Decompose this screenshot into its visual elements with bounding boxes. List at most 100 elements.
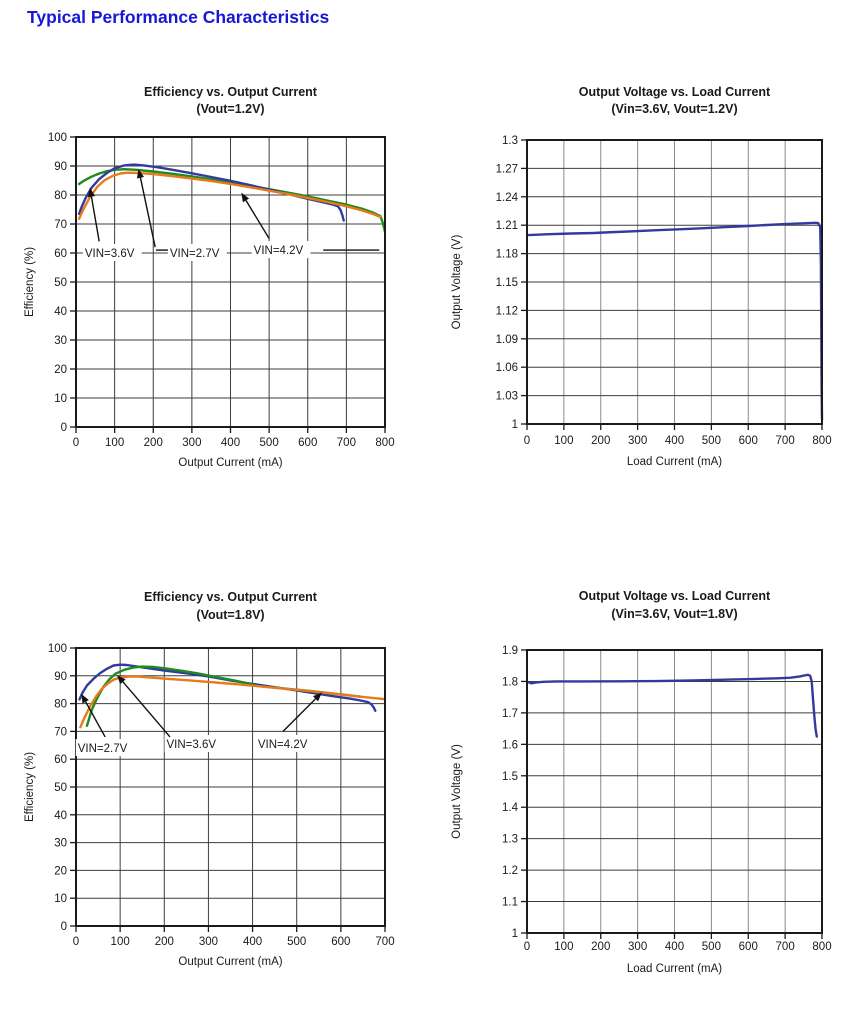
y-tick-label: 1.5	[502, 771, 518, 783]
series-label: VIN=2.7V	[170, 248, 220, 260]
page-title: Typical Performance Characteristics	[27, 7, 330, 27]
y-tick-label: 1.12	[496, 305, 518, 317]
curve-vin-4-2v	[77, 171, 382, 220]
x-tick-label: 200	[155, 936, 174, 948]
x-tick-label: 500	[702, 435, 721, 447]
y-axis-title: Output Voltage (V)	[451, 235, 463, 330]
y-tick-label: 1.3	[502, 135, 518, 147]
x-tick-label: 500	[702, 941, 721, 953]
y-tick-label: 50	[54, 277, 67, 289]
grid	[75, 647, 386, 927]
chart-subtitle: (Vin=3.6V, Vout=1.2V)	[611, 102, 737, 116]
y-tick-label: 1.4	[502, 802, 519, 814]
y-tick-label: 1.7	[502, 708, 518, 720]
curve-vin-3-6v	[77, 168, 387, 233]
x-tick-label: 700	[776, 435, 795, 447]
series-curves	[527, 673, 818, 738]
y-tick-label: 100	[48, 132, 67, 144]
chart-efficiency-vout1v8: Efficiency vs. Output Current (Vout=1.8V)…	[16, 574, 430, 1012]
curve-vin-2-7v	[77, 163, 345, 222]
x-tick-label: 300	[199, 936, 218, 948]
x-tick-label: 0	[524, 941, 530, 953]
y-tick-label: 40	[54, 306, 67, 318]
x-tick-label: 600	[298, 437, 317, 449]
plot-frame	[526, 649, 823, 934]
x-tick-label: 100	[111, 936, 130, 948]
x-tick-label: 0	[73, 936, 79, 948]
x-tick-label: 800	[812, 435, 831, 447]
chart-title: Output Voltage vs. Load Current	[579, 589, 771, 603]
x-tick-label: 700	[337, 437, 356, 449]
x-tick-label: 700	[375, 936, 394, 948]
y-tick-label: 30	[54, 838, 67, 850]
x-tick-label: 100	[554, 435, 573, 447]
y-tick-label: 90	[54, 161, 67, 173]
x-tick-label: 400	[221, 437, 240, 449]
y-tick-label: 1.3	[502, 834, 518, 846]
y-tick-label: 1.21	[496, 220, 518, 232]
curve-vin-2-7v	[78, 663, 377, 712]
y-tick-label: 60	[54, 248, 67, 260]
x-tick-label: 400	[243, 936, 262, 948]
y-tick-label: 70	[54, 219, 67, 231]
series-label: VIN=2.7V	[78, 743, 128, 755]
chart-title: Efficiency vs. Output Current	[144, 590, 318, 604]
series-label: VIN=3.6V	[85, 248, 135, 260]
chart-voltage-vout1v8: Output Voltage vs. Load Current (Vin=3.6V…	[424, 574, 865, 1012]
y-tick-label: 50	[54, 782, 67, 794]
curve-vout	[527, 221, 824, 421]
grid	[75, 136, 386, 428]
y-tick-label: 80	[54, 699, 67, 711]
y-tick-label: 1.18	[496, 249, 518, 261]
y-tick-label: 1	[512, 928, 518, 940]
x-tick-label: 100	[554, 941, 573, 953]
x-tick-label: 300	[628, 941, 647, 953]
y-tick-label: 20	[54, 364, 67, 376]
chart-canvas: Efficiency vs. Output Current (Vout=1.2V)…	[24, 85, 395, 469]
y-tick-label: 10	[54, 393, 67, 405]
arrowhead-icon	[87, 187, 95, 198]
x-tick-label: 700	[776, 941, 795, 953]
chart-subtitle: (Vin=3.6V, Vout=1.8V)	[611, 607, 737, 621]
y-tick-label: 90	[54, 671, 67, 683]
axis-ticks	[521, 139, 823, 430]
x-tick-label: 0	[73, 437, 79, 449]
x-axis-title: Load Current (mA)	[627, 456, 722, 468]
series-annotation: VIN=4.2V	[255, 692, 322, 752]
chart-canvas: Output Voltage vs. Load Current (Vin=3.6V…	[451, 85, 832, 468]
x-tick-label: 600	[739, 435, 758, 447]
y-tick-label: 10	[54, 893, 67, 905]
x-tick-label: 200	[591, 435, 610, 447]
tick-labels: 0 100 200 300 400 500 600 700 800 1 1.03 1.06 1.09 1.…	[496, 135, 832, 447]
chart-title: Output Voltage vs. Load Current	[579, 85, 771, 99]
chart-subtitle: (Vout=1.2V)	[196, 102, 264, 116]
tick-labels: 0 100 200 300 400 500 600 700 800 1 1.1 1.2 1.3 1.4 1.…	[502, 645, 832, 953]
series-annotation: VIN=2.7V	[75, 693, 135, 757]
x-tick-label: 100	[105, 437, 124, 449]
y-tick-label: 100	[48, 643, 67, 655]
series-annotation: VIN=3.6V	[117, 674, 224, 752]
series-curves	[527, 221, 824, 421]
grid	[526, 139, 823, 425]
plot-frame	[526, 139, 823, 425]
arrowhead-icon	[241, 192, 250, 203]
chart-subtitle: (Vout=1.8V)	[196, 608, 264, 622]
y-tick-label: 30	[54, 335, 67, 347]
y-tick-label: 1.1	[502, 897, 518, 909]
axis-ticks	[70, 647, 386, 932]
y-tick-label: 1.2	[502, 865, 518, 877]
series-annotation: VIN=2.7V	[136, 168, 227, 261]
series-annotation: VIN=4.2V	[241, 192, 380, 259]
x-tick-label: 600	[739, 941, 758, 953]
series-label: VIN=4.2V	[258, 739, 308, 751]
x-axis-title: Load Current (mA)	[627, 963, 722, 975]
y-tick-label: 70	[54, 726, 67, 738]
curve-vin-4-2v	[79, 675, 387, 729]
y-tick-label: 1.06	[496, 362, 518, 374]
x-tick-label: 800	[812, 941, 831, 953]
tick-labels: 0 100 200 300 400 500 600 700 0 10 20 30 40 50 60 70 80 9…	[48, 643, 395, 948]
y-axis-title: Efficiency (%)	[24, 247, 36, 317]
y-tick-label: 20	[54, 865, 67, 877]
y-tick-label: 1.03	[496, 391, 518, 403]
